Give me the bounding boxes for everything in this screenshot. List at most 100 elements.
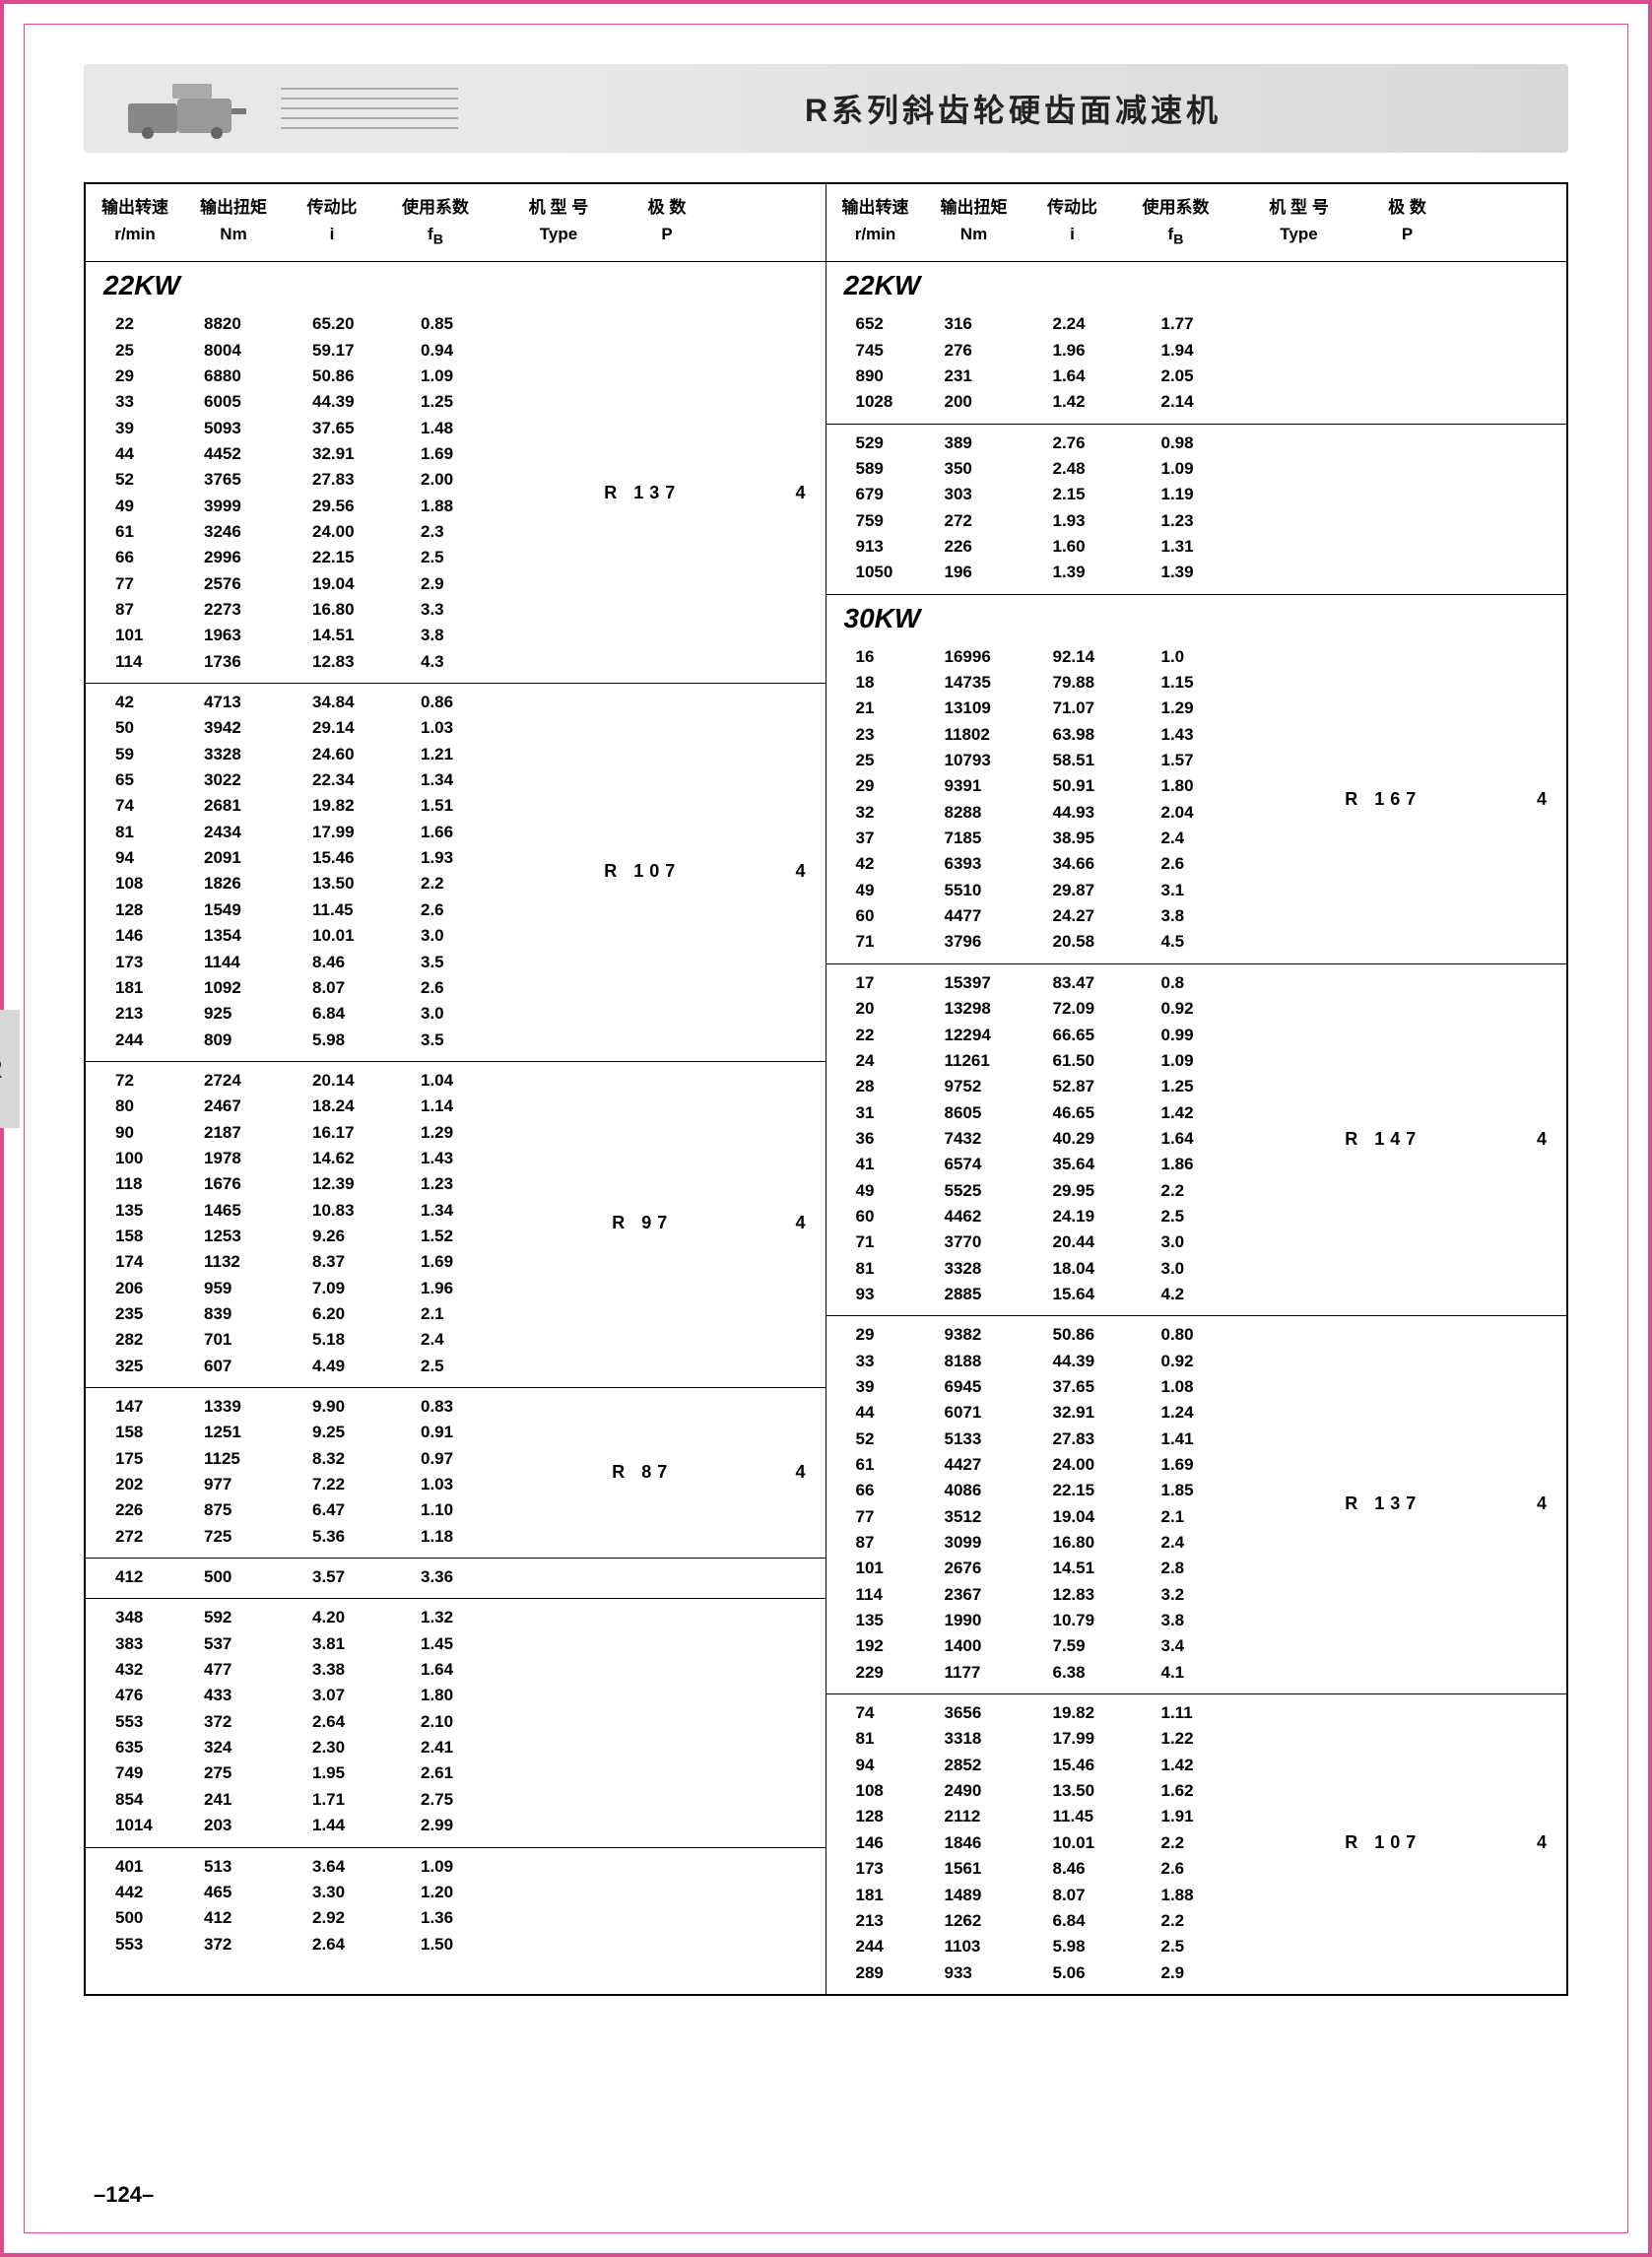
table-row: 114236712.833.2 [856,1582,1250,1608]
table-block: 161699692.141.0181473579.881.15211310971… [826,638,1567,964]
table-row: 146135410.013.0 [115,923,509,949]
col-header: 使用系数fB [1122,194,1230,251]
table-row: 17315618.462.6 [856,1856,1250,1882]
table-row: 66299622.152.5 [115,545,509,570]
table-row: 7452761.961.94 [856,338,1250,364]
table-row: 2448095.983.5 [115,1028,509,1053]
table-row: 50394229.141.03 [115,715,509,741]
table-row: 32828844.932.04 [856,800,1250,826]
table-row: 4424653.301.20 [115,1880,509,1905]
side-tab: R [0,1010,20,1128]
table-row: 24411035.982.5 [856,1934,1250,1959]
table-row: 211310971.071.29 [856,696,1250,721]
table-row: 2069597.091.96 [115,1276,509,1301]
poles-label: 4 [776,1394,826,1550]
table-row: 59332824.601.21 [115,742,509,767]
left-column: 输出转速r/min输出扭矩Nm传动比i使用系数fB机 型 号Type极 数P 2… [86,184,826,1994]
poles-label: 4 [1517,1322,1566,1686]
table-row: 80246718.241.14 [115,1094,509,1119]
table-row: 7592721.931.23 [856,508,1250,534]
table-row: 15812519.250.91 [115,1420,509,1445]
table-block: 6523162.241.777452761.961.948902311.642.… [826,305,1567,424]
type-label: R 97 [509,1068,776,1379]
type-label: R 147 [1250,970,1518,1307]
table-row: 17511258.320.97 [115,1446,509,1472]
table-row: 4324773.381.64 [115,1657,509,1683]
type-label: R 167 [1250,644,1518,956]
header-lines-icon [281,79,458,138]
table-row: 181473579.881.15 [856,670,1250,696]
table-row: 87309916.802.4 [856,1530,1250,1556]
table-row: 81331817.991.22 [856,1726,1250,1752]
power-title: 30KW [826,595,1567,638]
table-block: 4125003.573.36 [86,1559,826,1599]
col-header: 传动比i [1024,194,1122,251]
table-row: 10142031.442.99 [115,1813,509,1838]
poles-label: 4 [1517,970,1566,1307]
table-row: 37718538.952.4 [856,826,1250,851]
poles-label [776,1564,826,1590]
table-row: 6353242.302.41 [115,1735,509,1760]
table-row: 31860546.651.42 [856,1100,1250,1126]
table-row: 2268756.471.10 [115,1497,509,1523]
table-row: 161699692.141.0 [856,644,1250,670]
table-row: 9132261.601.31 [856,534,1250,560]
table-row: 93288515.644.2 [856,1282,1250,1307]
table-row: 2358396.202.1 [115,1301,509,1327]
table-row: 81243417.991.66 [115,820,509,845]
table-row: 22882065.200.85 [115,311,509,337]
table-block: 14713399.900.8315812519.250.9117511258.3… [86,1388,826,1559]
table-row: 4015133.641.09 [115,1854,509,1880]
table-row: 231180263.981.43 [856,722,1250,748]
table-row: 3835373.811.45 [115,1631,509,1657]
table-row: 28975252.871.25 [856,1074,1250,1099]
table-block: 74365619.821.1181331817.991.2294285215.4… [826,1694,1567,1994]
table-row: 171539783.470.8 [856,970,1250,996]
table-row: 2727255.361.18 [115,1524,509,1550]
table-row: 49399929.561.88 [115,494,509,519]
table-row: 74268119.821.51 [115,793,509,819]
table-row: 39509337.651.48 [115,416,509,441]
table-row: 118167612.391.23 [115,1171,509,1197]
power-title: 22KW [86,262,826,305]
col-header: 极 数P [1368,194,1447,251]
table-row: 22911776.384.1 [856,1660,1250,1686]
table-row: 33818844.390.92 [856,1349,1250,1374]
table-row: 135199010.793.8 [856,1608,1250,1633]
col-header: 输出转速r/min [826,194,925,251]
table-row: 241126161.501.09 [856,1048,1250,1074]
table-block: 22882065.200.8525800459.170.9429688050.8… [86,305,826,684]
page-number: –124– [94,2182,154,2208]
table-row: 65302222.341.34 [115,767,509,793]
poles-label [1517,431,1566,586]
table-row: 66408622.151.85 [856,1478,1250,1503]
table-row: 7492751.952.61 [115,1760,509,1786]
table-row: 221229466.650.99 [856,1023,1250,1048]
type-label: R 107 [509,690,776,1053]
table-block: 42471334.840.8650394229.141.0359332824.6… [86,684,826,1062]
table-row: 29939150.911.80 [856,773,1250,799]
table-row: 94285215.461.42 [856,1753,1250,1778]
table-row: 5004122.921.36 [115,1905,509,1931]
table-row: 8542411.712.75 [115,1787,509,1813]
table-row: 41657435.641.86 [856,1152,1250,1177]
table-row: 39694537.651.08 [856,1374,1250,1400]
table-row: 44445232.911.69 [115,441,509,467]
table-row: 128211211.451.91 [856,1804,1250,1829]
table-block: 29938250.860.8033818844.390.9239694537.6… [826,1316,1567,1694]
table-row: 52376527.832.00 [115,467,509,493]
motor-icon [103,69,271,148]
type-label [1250,311,1518,415]
col-header: 使用系数fB [381,194,490,251]
poles-label: 4 [776,690,826,1053]
page-frame: R R系列斜齿轮硬齿面减速机 输出转速r/min输出扭矩Nm传动比i使用系数fB… [0,0,1652,2257]
table-row: 2029777.221.03 [115,1472,509,1497]
table-row: 114173612.834.3 [115,649,509,675]
col-header: 机 型 号Type [490,194,628,251]
table-row: 36743240.291.64 [856,1126,1250,1152]
table-row: 94209115.461.93 [115,845,509,871]
table-header-left: 输出转速r/min输出扭矩Nm传动比i使用系数fB机 型 号Type极 数P [86,184,826,262]
table-row: 146184610.012.2 [856,1830,1250,1856]
table-row: 128154911.452.6 [115,897,509,923]
poles-label: 4 [776,311,826,675]
